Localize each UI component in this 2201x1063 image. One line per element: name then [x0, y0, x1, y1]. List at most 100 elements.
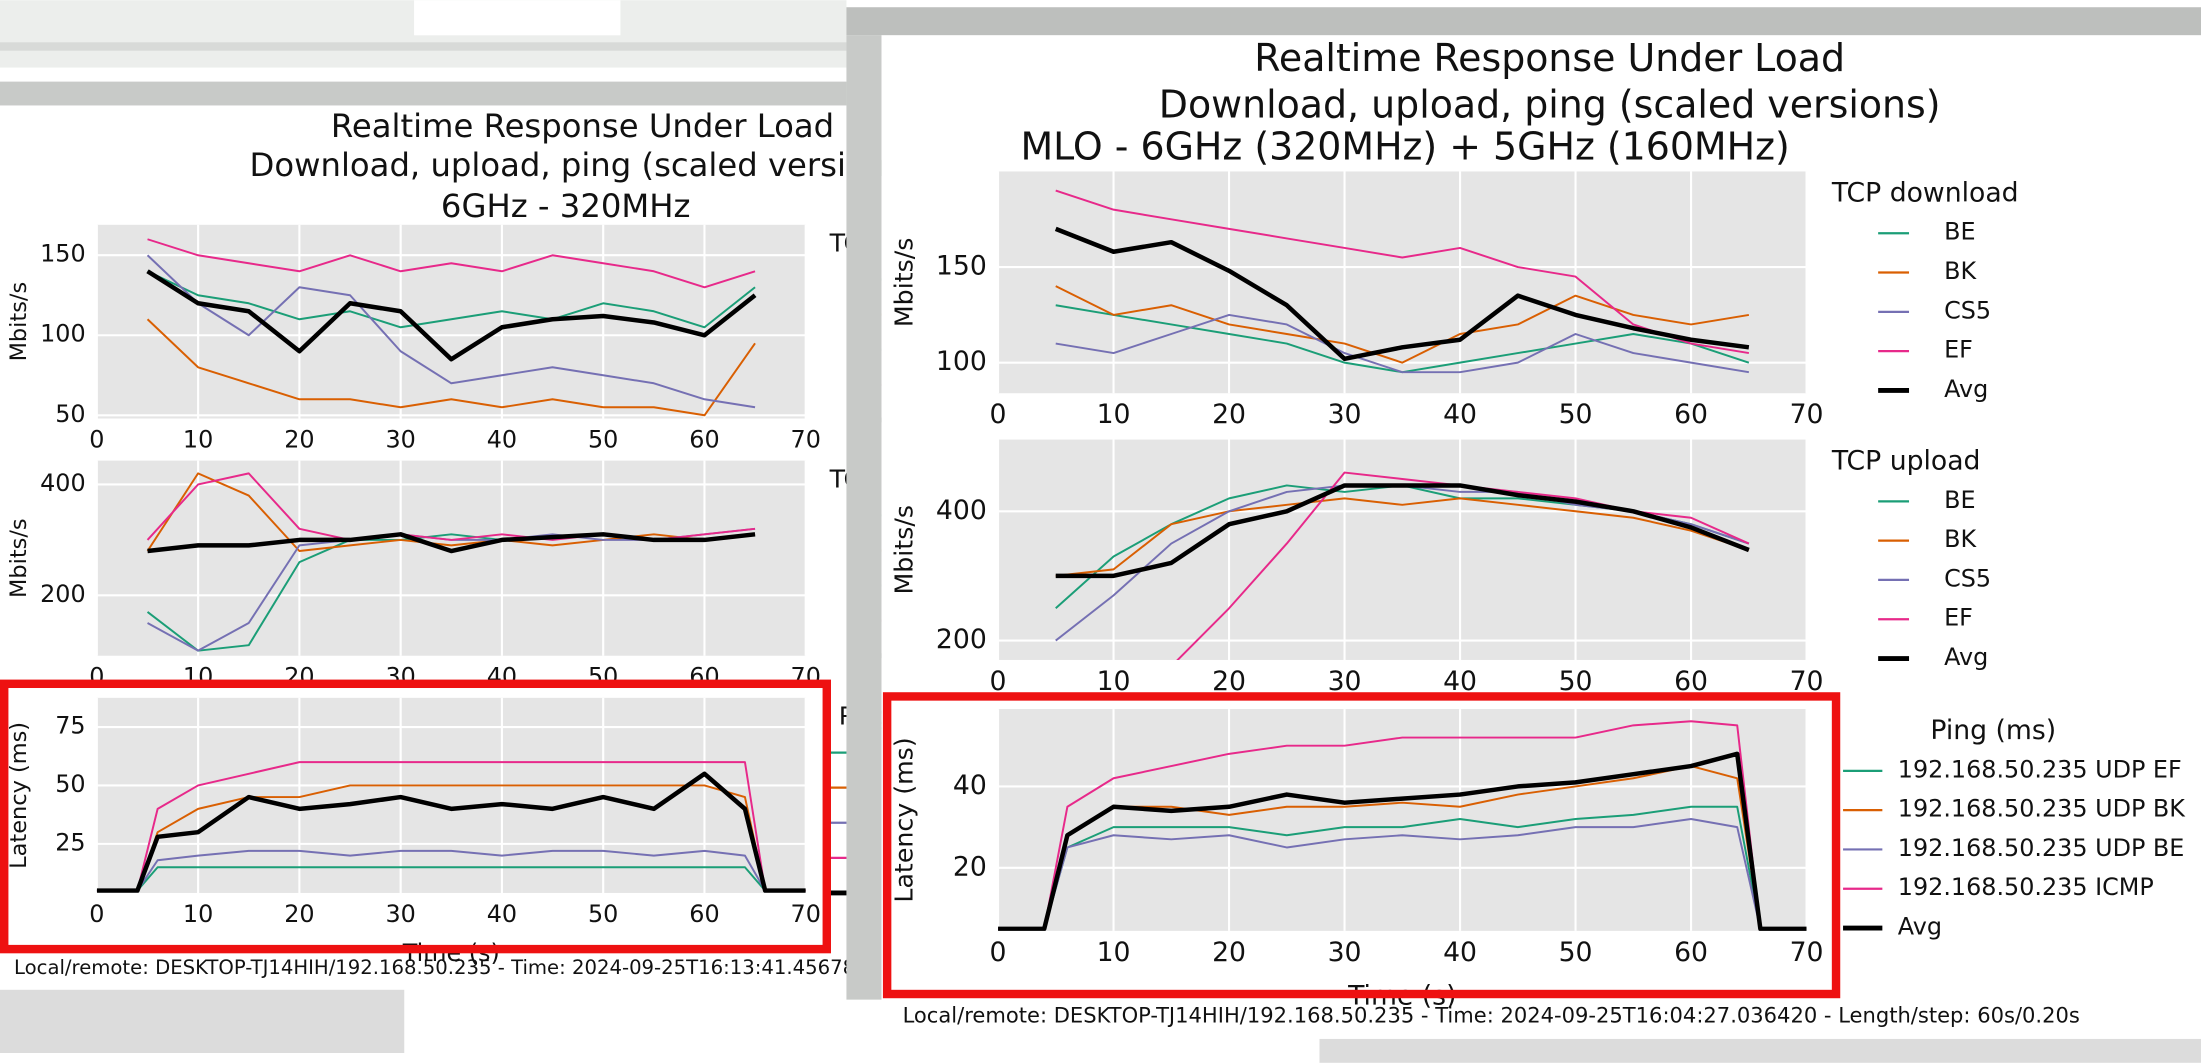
- series-group: [146, 472, 756, 652]
- series-line: [1055, 497, 1750, 577]
- x-tick-label: 50: [588, 425, 618, 453]
- window-border: [846, 35, 882, 1000]
- y-tick-label: 20: [953, 851, 987, 882]
- x-tick-label: 60: [689, 900, 719, 928]
- series-line: [146, 254, 756, 409]
- x-tick-label: 20: [1212, 399, 1246, 430]
- series-line: [96, 784, 806, 892]
- legend-label: BE: [1944, 218, 1975, 246]
- series-line: [1055, 189, 1750, 355]
- x-tick-label: 50: [588, 900, 618, 928]
- series-line: [96, 849, 806, 892]
- highlight-box: [882, 692, 1841, 999]
- chart-annotation: MLO - 6GHz (320MHz) + 5GHz (160MHz): [1020, 124, 1789, 168]
- x-tick-label: 20: [1212, 937, 1246, 968]
- series-line: [998, 751, 1807, 931]
- legend-label: BK: [1944, 525, 1977, 553]
- x-tick-label: 30: [1328, 666, 1362, 697]
- x-tick-label: 50: [1559, 937, 1593, 968]
- x-tick-label: 20: [1212, 666, 1246, 697]
- y-tick-label: 150: [40, 240, 86, 268]
- series-line: [146, 472, 756, 552]
- series-line: [96, 771, 806, 893]
- series-line: [998, 805, 1807, 930]
- series-line: [998, 720, 1807, 930]
- x-tick-label: 70: [1790, 937, 1824, 968]
- x-tick-label: 10: [1097, 937, 1131, 968]
- window-titlebar: [846, 7, 2201, 36]
- x-tick-label: 40: [487, 425, 517, 453]
- x-tick-label: 20: [284, 425, 314, 453]
- x-tick-label: 10: [183, 900, 213, 928]
- footer: Local/remote: DESKTOP-TJ14HIH/192.168.50…: [14, 956, 1113, 979]
- y-axis-label: Mbits/s: [6, 282, 32, 362]
- x-tick-label: 0: [990, 666, 1007, 697]
- series-line: [146, 318, 756, 417]
- series-group: [1054, 189, 1750, 374]
- chart-title: Realtime Response Under Load: [331, 107, 834, 145]
- x-tick-label: 70: [1790, 666, 1824, 697]
- background-window: [0, 989, 405, 1053]
- x-tick-label: 20: [284, 900, 314, 928]
- y-tick-label: 400: [40, 469, 86, 497]
- series-group: [96, 761, 806, 893]
- legend-label: 192.168.50.235 UDP BK: [1898, 795, 2186, 823]
- x-tick-label: 30: [385, 900, 415, 928]
- y-tick-label: 200: [40, 580, 86, 608]
- series-line: [998, 817, 1807, 930]
- x-tick-label: 70: [791, 900, 821, 928]
- x-tick-label: 10: [1097, 399, 1131, 430]
- footer: Local/remote: DESKTOP-TJ14HIH/192.168.50…: [903, 1002, 2080, 1027]
- y-tick-label: 40: [953, 770, 987, 801]
- x-tick-label: 10: [183, 425, 213, 453]
- x-tick-label: 50: [1559, 666, 1593, 697]
- y-axis-label: Latency (ms): [889, 737, 918, 902]
- legend-label: Avg: [1944, 643, 1988, 671]
- legend-title: TCP upload: [1831, 446, 1981, 477]
- series-line: [1055, 483, 1750, 579]
- x-tick-label: 60: [689, 425, 719, 453]
- legend-label: BK: [1944, 257, 1977, 285]
- series-line: [147, 532, 756, 554]
- y-axis-label: Mbits/s: [889, 505, 918, 595]
- chart-subtitle: Download, upload, ping (scaled versions): [1159, 82, 1941, 126]
- x-tick-label: 30: [1328, 937, 1362, 968]
- plot-area: [998, 171, 1807, 394]
- y-tick-label: 25: [55, 828, 85, 856]
- window-titlebar: [0, 81, 847, 106]
- x-tick-label: 30: [1328, 399, 1362, 430]
- series-line: [1055, 313, 1750, 374]
- legend-title: Ping (ms): [1930, 715, 2056, 746]
- legend-title: TCP download: [1831, 177, 2019, 208]
- legend-label: CS5: [1944, 564, 1991, 592]
- x-tick-label: 0: [990, 399, 1007, 430]
- background-panel: [414, 0, 621, 36]
- series-group: [998, 720, 1807, 931]
- x-tick-label: 60: [1674, 666, 1708, 697]
- y-tick-label: 75: [55, 712, 85, 740]
- plot-area: [96, 697, 806, 893]
- y-tick-label: 100: [936, 346, 987, 377]
- plot-area: [96, 224, 806, 419]
- y-tick-label: 50: [55, 770, 85, 798]
- series-line: [1055, 285, 1750, 364]
- plot-area: [96, 460, 806, 656]
- series-group: [146, 238, 757, 417]
- series-line: [147, 270, 756, 329]
- x-tick-label: 70: [1790, 399, 1824, 430]
- chart-title: Realtime Response Under Load: [1254, 36, 1845, 80]
- plot-area: [998, 709, 1807, 931]
- x-tick-label: 40: [1443, 666, 1477, 697]
- x-tick-label: 10: [1097, 666, 1131, 697]
- y-tick-label: 200: [936, 624, 987, 655]
- legend-label: CS5: [1944, 296, 1991, 324]
- x-tick-label: 30: [385, 425, 415, 453]
- x-tick-label: 40: [1443, 399, 1477, 430]
- x-tick-label: 50: [1559, 399, 1593, 430]
- window-left-content: 01020304050607050100150BEBKCS5EFAvgTCP d…: [6, 107, 1155, 979]
- x-tick-label: 0: [990, 937, 1007, 968]
- y-axis-label: Latency (ms): [6, 722, 32, 869]
- highlight-box: [0, 679, 831, 954]
